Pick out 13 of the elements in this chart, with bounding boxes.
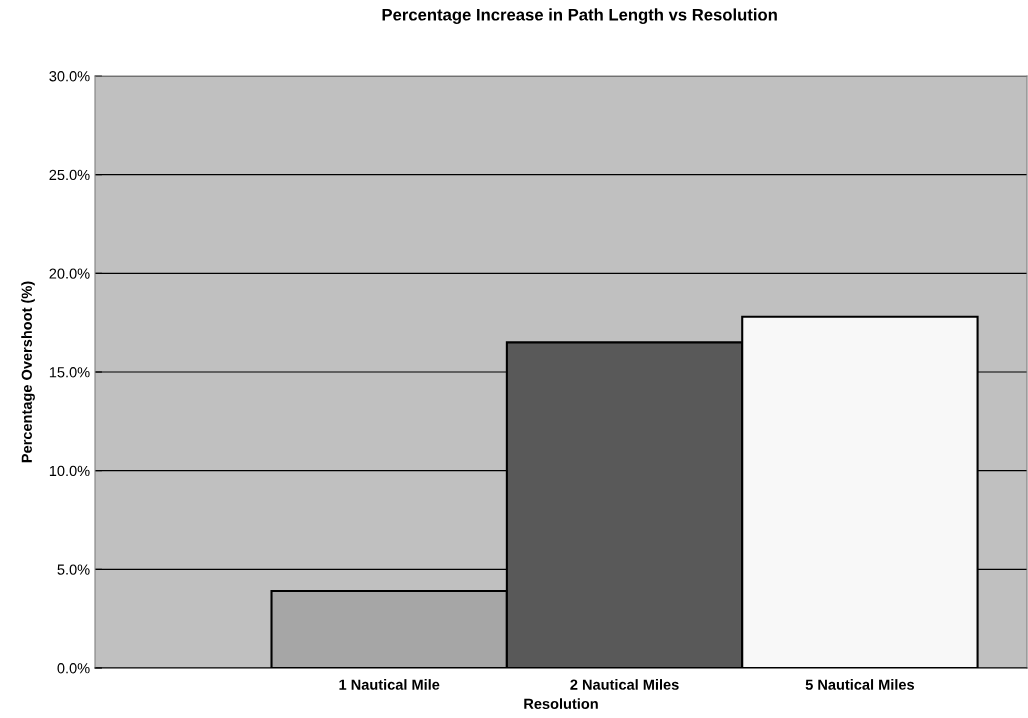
y-tick-label: 20.0% (49, 268, 90, 279)
chart-title: Percentage Increase in Path Length vs Resolution (382, 8, 777, 24)
y-tick-label: 25.0% (49, 169, 90, 181)
y-tick-label: 15.0% (49, 367, 90, 378)
y-tick-label: 0.0% (57, 663, 90, 674)
y-tick-label: 10.0% (49, 465, 90, 477)
x-tick-label: 1 Nautical Mile (339, 679, 440, 690)
y-tick-label: 30.0% (49, 71, 90, 82)
y-axis-title: Percentage Overshoot (%) (21, 281, 35, 463)
x-tick-label: 2 Nautical Miles (570, 679, 679, 690)
x-tick-label: 5 Nautical Miles (805, 679, 915, 690)
x-axis-title: Resolution (524, 698, 598, 709)
y-tick-label: 5.0% (57, 564, 90, 575)
